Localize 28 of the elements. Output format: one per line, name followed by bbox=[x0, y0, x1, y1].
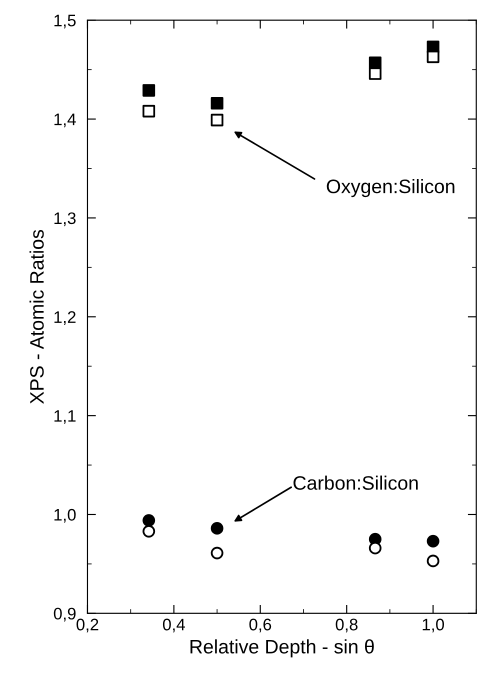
y-tick-label: 1,2 bbox=[54, 311, 76, 325]
point bbox=[142, 84, 156, 97]
x-axis-title: Relative Depth - sin θ bbox=[190, 639, 374, 658]
annotation: Oxygen:Silicon bbox=[326, 179, 454, 198]
y-tick-label: 1,4 bbox=[54, 114, 76, 128]
annotation: Carbon:Silicon bbox=[294, 476, 418, 490]
point bbox=[210, 522, 224, 535]
point bbox=[210, 96, 224, 110]
point bbox=[210, 546, 224, 560]
x-tick-label: 1,0 bbox=[422, 618, 444, 632]
x-tick-label: 0,8 bbox=[336, 618, 358, 632]
y-tick-label: 1,5 bbox=[54, 14, 76, 28]
y-tick-label: 1,1 bbox=[54, 410, 76, 424]
x-tick-label: 0,4 bbox=[162, 618, 185, 632]
point bbox=[142, 525, 156, 538]
x-tick-label: 0,6 bbox=[249, 618, 272, 632]
y-axis-title: XPS - Atomic Ratios bbox=[30, 230, 44, 404]
y-tick-label: 1,3 bbox=[54, 212, 76, 226]
point bbox=[142, 104, 156, 118]
point bbox=[142, 514, 156, 527]
point bbox=[210, 114, 224, 126]
point bbox=[426, 50, 440, 64]
x-tick-label: 0,2 bbox=[76, 618, 98, 632]
y-tick-label: 0,9 bbox=[54, 608, 76, 622]
point bbox=[368, 67, 382, 80]
point bbox=[426, 534, 440, 548]
point bbox=[426, 554, 440, 568]
y-tick-label: 1,0 bbox=[54, 508, 76, 523]
